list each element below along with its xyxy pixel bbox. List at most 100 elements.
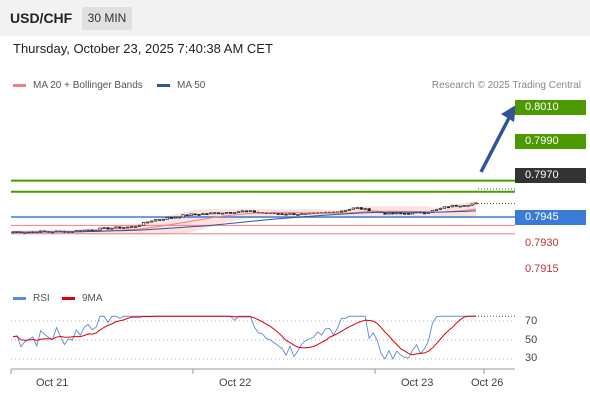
ma50-line <box>12 210 477 233</box>
candle-body <box>399 212 403 215</box>
candle-body <box>134 226 138 228</box>
candle-body <box>422 212 427 215</box>
candle-body <box>304 213 308 215</box>
candle-body <box>145 221 150 224</box>
candle-body <box>438 207 443 210</box>
level-label-1: 0.7990 <box>515 134 586 149</box>
candle-body <box>284 213 288 216</box>
candle-body <box>126 226 130 229</box>
candle-body <box>383 212 387 215</box>
legend-ma50-label: MA 50 <box>177 80 206 91</box>
level-label-0: 0.8010 <box>515 100 586 115</box>
candle-body <box>236 211 241 214</box>
candle-body <box>244 210 249 213</box>
candle-body <box>407 213 411 215</box>
candle-body <box>149 220 154 223</box>
candle-body <box>106 227 110 230</box>
candle-body <box>442 206 446 209</box>
level-label-4: 0.7930 <box>525 237 559 249</box>
rsi-tick-50: 50 <box>525 334 538 346</box>
candle-body <box>248 210 253 213</box>
candle-body <box>280 213 284 215</box>
candle-body <box>395 212 399 215</box>
candle-body <box>339 210 344 213</box>
candlesticks <box>11 202 478 234</box>
candle-body <box>141 221 146 226</box>
candle-body <box>153 219 158 222</box>
x-label-oct22: Oct 22 <box>219 377 252 389</box>
candle-body <box>225 212 229 214</box>
candle-body <box>300 213 304 215</box>
moving-averages <box>12 208 477 233</box>
timeframe-button[interactable]: 30 MIN <box>82 7 132 30</box>
candle-body <box>391 212 395 215</box>
datetime-label: Thursday, October 23, 2025 7:40:38 AM CE… <box>13 41 273 56</box>
forecast-arrow-head <box>501 105 516 122</box>
candle-body <box>177 216 181 219</box>
candle-body <box>169 217 173 219</box>
header-bar: USD/CHF 30 MIN <box>0 0 590 36</box>
source-label: Research © 2025 Trading Central <box>431 80 581 91</box>
time-axis <box>10 368 515 374</box>
candle-body <box>446 206 450 209</box>
candle-body <box>217 212 221 215</box>
candle-body <box>86 229 90 232</box>
candle-body <box>181 214 185 218</box>
candle-body <box>98 227 102 231</box>
candle-body <box>240 210 245 213</box>
candle-body <box>343 210 348 212</box>
candle-body <box>367 208 371 212</box>
candle-body <box>434 209 439 211</box>
legend-ma50-swatch <box>157 84 170 87</box>
candle-body <box>458 205 462 208</box>
x-label-oct23: Oct 23 <box>401 377 434 389</box>
candle-body <box>474 202 478 205</box>
candle-body <box>363 208 367 210</box>
candle-body <box>185 214 189 217</box>
legend-9ma-label: 9MA <box>82 293 103 304</box>
candle-body <box>130 226 134 228</box>
legend-9ma: 9MA <box>62 293 103 304</box>
legend-ma50: MA 50 <box>157 80 205 91</box>
candle-body <box>114 226 118 229</box>
candle-body <box>359 207 363 210</box>
rsi-tick-70: 70 <box>525 315 538 327</box>
candle-body <box>221 212 225 215</box>
x-label-oct26: Oct 26 <box>471 377 504 389</box>
candle-body <box>82 229 86 232</box>
legend-rsi: RSI <box>13 293 50 304</box>
legend-ma20-swatch <box>13 84 26 87</box>
forecast-arrow <box>479 105 516 173</box>
candle-body <box>450 204 454 208</box>
candle-body <box>288 212 292 215</box>
candle-body <box>137 224 142 227</box>
candle-body <box>355 207 359 209</box>
legend-ma20-label: MA 20 + Bollinger Bands <box>33 80 143 91</box>
symbol-label: USD/CHF <box>10 10 73 26</box>
candle-body <box>292 212 296 215</box>
candle-body <box>173 216 177 219</box>
candle-body <box>387 212 391 215</box>
legend-rsi-label: RSI <box>33 293 50 304</box>
candle-body <box>118 226 122 229</box>
candle-body <box>189 213 193 216</box>
candle-body <box>122 227 126 229</box>
candle-body <box>165 217 169 220</box>
candle-body <box>466 204 470 207</box>
level-label-5: 0.7915 <box>525 263 559 275</box>
candle-body <box>201 213 205 215</box>
candle-body <box>296 214 300 216</box>
level-label-2: 0.7970 <box>515 168 586 183</box>
rsi-ma-line <box>12 315 476 356</box>
candle-body <box>213 212 217 215</box>
candle-body <box>454 204 458 207</box>
level-label-3: 0.7945 <box>515 210 586 225</box>
candle-body <box>462 205 466 207</box>
candle-body <box>276 213 280 215</box>
forecast-arrow-shaft <box>479 115 512 173</box>
candle-body <box>157 219 162 221</box>
legend-rsi-swatch <box>13 297 26 300</box>
candle-body <box>470 203 474 206</box>
rsi-panel <box>11 315 515 361</box>
